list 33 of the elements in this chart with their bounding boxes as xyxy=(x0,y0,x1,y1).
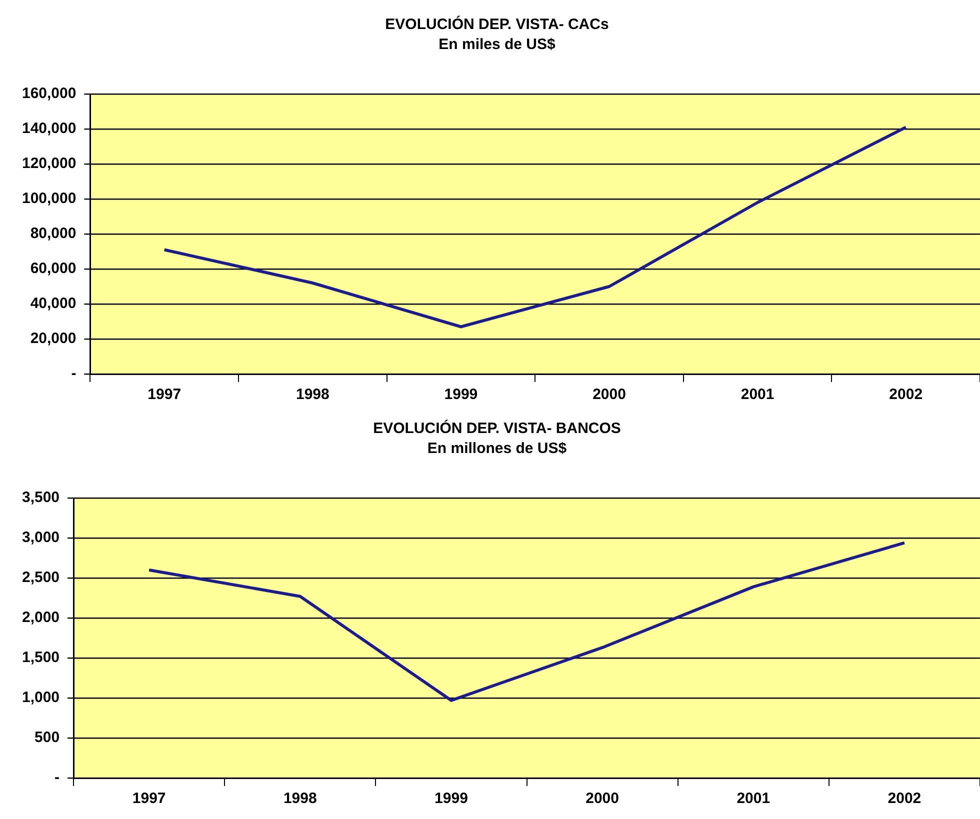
y-tick-label: 1,500 xyxy=(22,649,60,666)
x-tick-label: 2001 xyxy=(740,386,774,404)
x-tick-label: 2002 xyxy=(888,790,922,808)
y-tick-label: 160,000 xyxy=(22,85,76,102)
chart-title: EVOLUCIÓN DEP. VISTA- CACs xyxy=(385,15,609,34)
x-tick-label: 1999 xyxy=(444,386,478,404)
y-tick-label: 3,500 xyxy=(22,489,60,506)
x-tick-label: 2000 xyxy=(586,790,619,808)
x-tick-label: 1998 xyxy=(296,386,330,404)
x-tick-label: 1998 xyxy=(283,790,317,808)
y-tick-label: 2,000 xyxy=(22,609,60,626)
y-tick-label: 500 xyxy=(34,729,60,746)
y-tick-label: 100,000 xyxy=(22,190,76,208)
y-tick-label: 1,000 xyxy=(22,689,60,706)
chart-subtitle: En millones de US$ xyxy=(427,440,568,458)
y-tick-label: 20,000 xyxy=(30,330,76,348)
x-tick-label: 1997 xyxy=(148,386,182,404)
x-tick-label: 2001 xyxy=(736,790,770,808)
y-tick-label: - xyxy=(71,365,76,382)
y-tick-label: 3,000 xyxy=(22,529,60,546)
x-tick-label: 1999 xyxy=(434,790,468,808)
y-tick-label: 140,000 xyxy=(22,120,76,138)
y-tick-label: 120,000 xyxy=(22,155,76,172)
y-tick-label: 80,000 xyxy=(30,225,76,242)
y-tick-label: - xyxy=(54,769,60,786)
chart-title: EVOLUCIÓN DEP. VISTA- BANCOS xyxy=(373,419,621,438)
y-tick-label: 40,000 xyxy=(30,295,76,312)
x-tick-label: 1997 xyxy=(132,790,166,808)
y-tick-label: 60,000 xyxy=(30,260,76,278)
x-tick-label: 2000 xyxy=(592,386,626,404)
chart-subtitle: En miles de US$ xyxy=(438,36,556,54)
x-tick-label: 2002 xyxy=(889,386,923,404)
y-tick-label: 2,500 xyxy=(22,569,60,586)
